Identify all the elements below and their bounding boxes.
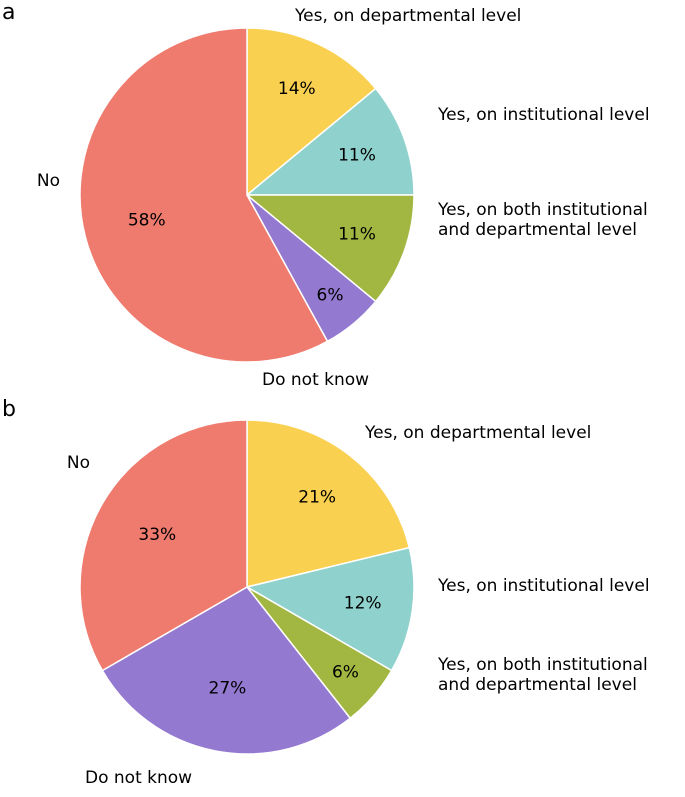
pie-pct-both-a: 11%: [338, 225, 376, 245]
pie-pct-both-b: 6%: [332, 662, 359, 682]
pie-pct-no-b: 33%: [138, 525, 176, 545]
pie-pct-dnk-a: 6%: [317, 285, 344, 305]
ext-label-dnk-b: Do not know: [85, 768, 192, 788]
pie-pct-inst-b: 12%: [344, 594, 382, 614]
pie-pct-dept-a: 14%: [278, 79, 316, 99]
ext-label-dept-a: Yes, on departmental level: [295, 6, 521, 26]
pie-pct-dept-b: 21%: [298, 488, 336, 508]
ext-label-dnk-a: Do not know: [262, 370, 369, 390]
ext-label-inst-a: Yes, on institutional level: [438, 105, 650, 125]
pie-pct-inst-a: 11%: [338, 145, 376, 165]
pie-pct-no-a: 58%: [128, 211, 166, 231]
figure-stage: 14% 11% 11% 6% 58% 21% 12% 6% 27% 33% Yes, on dep…: [0, 0, 685, 797]
panel-letter-b: b: [2, 397, 16, 422]
ext-label-no-b: No: [67, 453, 90, 473]
pie-pct-dnk-b: 27%: [209, 679, 247, 699]
ext-label-both-a: Yes, on both institutional and departmen…: [438, 200, 648, 241]
ext-label-both-b: Yes, on both institutional and departmen…: [438, 655, 648, 696]
ext-label-no-a: No: [37, 171, 60, 191]
ext-label-inst-b: Yes, on institutional level: [438, 576, 650, 596]
ext-label-dept-b: Yes, on departmental level: [365, 423, 591, 443]
panel-letter-a: a: [2, 0, 15, 25]
